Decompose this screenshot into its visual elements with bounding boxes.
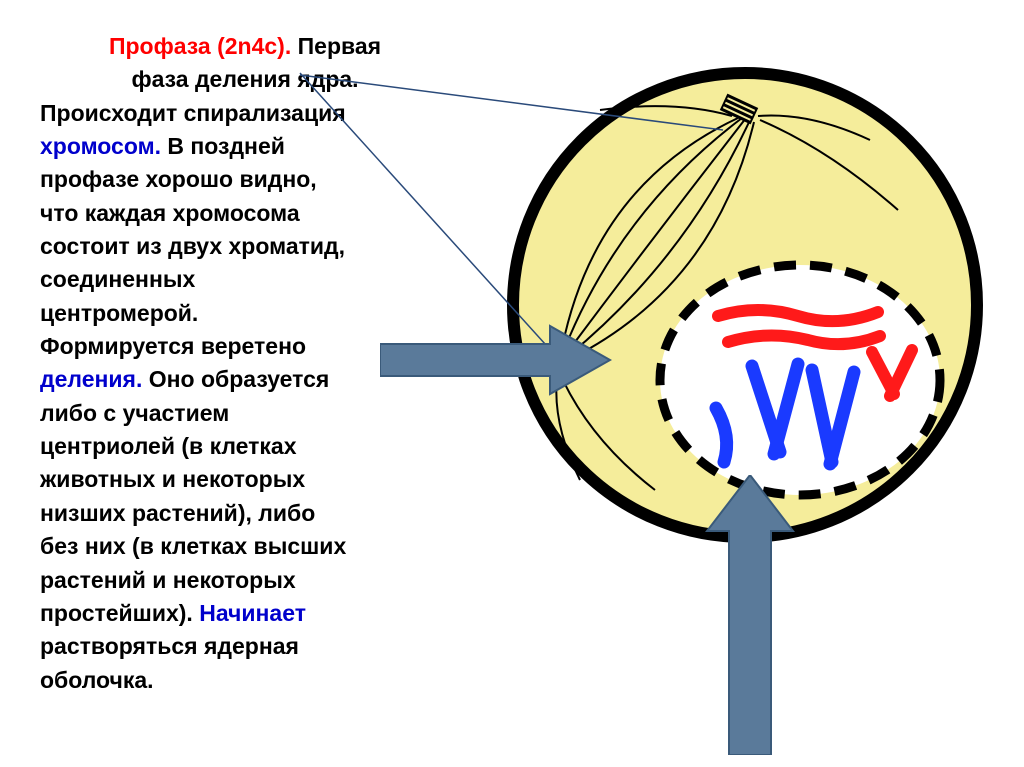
line-7: состоит из двух хроматид,	[40, 230, 450, 263]
line-18: простейших). Начинает	[40, 597, 450, 630]
line-14: животных и некоторых	[40, 463, 450, 496]
line-17: растений и некоторых	[40, 564, 450, 597]
line-13: центриолей (в клетках	[40, 430, 450, 463]
line-4: хромосом. В поздней	[40, 130, 450, 163]
line-1: Профаза (2n4c). Первая	[40, 30, 450, 63]
line-16: без них (в клетках высших	[40, 530, 450, 563]
line-8: соединенных	[40, 263, 450, 296]
line-20: оболочка.	[40, 664, 450, 697]
title-red: Профаза (2n4c).	[109, 33, 291, 59]
line-5: профазе хорошо видно,	[40, 163, 450, 196]
description-text: Профаза (2n4c). Первая фаза деления ядра…	[40, 30, 450, 697]
line-2: фаза деления ядра.	[40, 63, 450, 96]
line-12: либо с участием	[40, 397, 450, 430]
title-rest: Первая	[291, 33, 381, 59]
line-10: Формируется веретено	[40, 330, 450, 363]
line-15: низших растений), либо	[40, 497, 450, 530]
line-6: что каждая хромосома	[40, 197, 450, 230]
line-9: центромерой.	[40, 297, 450, 330]
line-11: деления. Оно образуется	[40, 363, 450, 396]
line-19: растворяться ядерная	[40, 630, 450, 663]
cell-diagram	[500, 60, 990, 550]
line-3: Происходит спирализация	[40, 97, 450, 130]
